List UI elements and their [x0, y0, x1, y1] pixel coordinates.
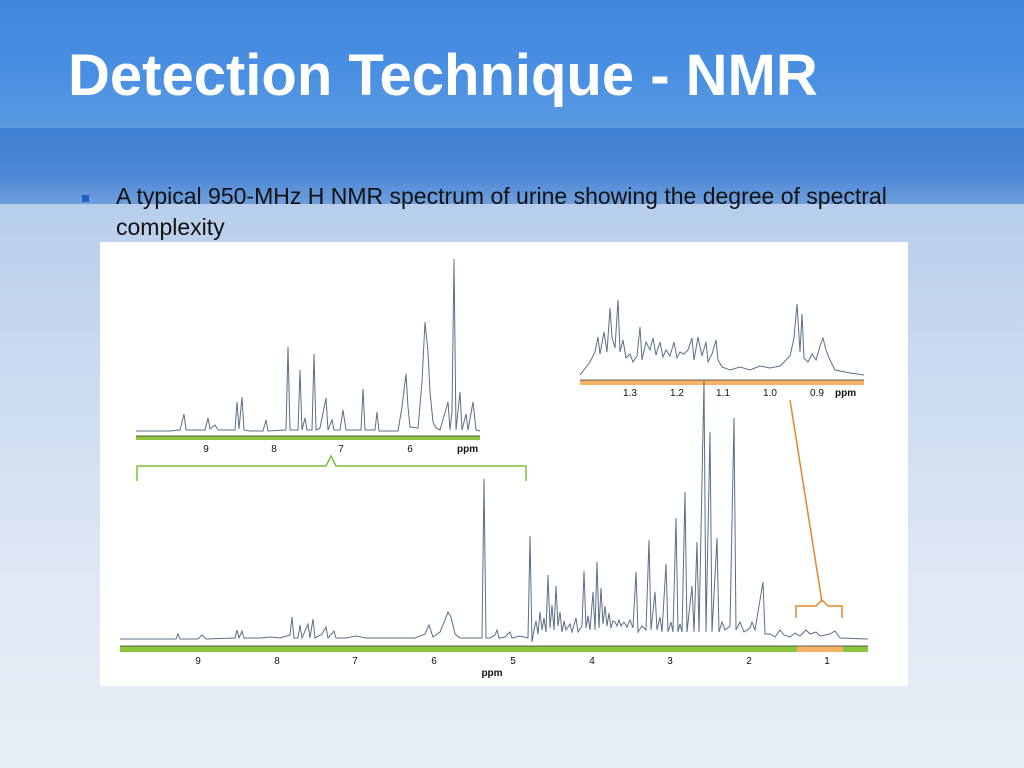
main-axis-label: ppm: [481, 668, 502, 679]
main-tick-6: 6: [431, 656, 437, 667]
main-spectrum: 9 8 7 6 5 4 3 2 1 ppm: [120, 380, 869, 679]
left-inset-tick-6: 6: [407, 444, 413, 455]
right-inset-tick-0-9: 0.9: [810, 388, 824, 399]
right-inset-tick-1-3: 1.3: [623, 388, 637, 399]
left-inset-tick-9: 9: [203, 444, 209, 455]
left-inset-tick-8: 8: [271, 444, 277, 455]
left-inset-tick-7: 7: [338, 444, 344, 455]
left-inset-spectrum: 9 8 7 6 ppm: [136, 258, 481, 455]
main-tick-5: 5: [510, 656, 516, 667]
green-bracket: [136, 454, 527, 481]
main-tick-8: 8: [274, 656, 280, 667]
orange-connector: [789, 399, 823, 603]
right-inset-tick-1-1: 1.1: [716, 388, 730, 399]
main-tick-3: 3: [667, 656, 673, 667]
right-inset-spectrum: 1.3 1.2 1.1 1.0 0.9 ppm: [579, 299, 865, 399]
title-band-lower: [0, 128, 1024, 204]
main-tick-2: 2: [746, 656, 752, 667]
main-axis-bar: [120, 646, 868, 652]
right-inset-axis-label: ppm: [835, 388, 856, 399]
right-inset-tick-1-0: 1.0: [763, 388, 777, 399]
slide-title: Detection Technique - NMR: [68, 43, 818, 108]
nmr-spectrum-figure: 9 8 7 6 ppm 1.3 1.2 1.1 1.0 0.9 ppm: [100, 242, 908, 686]
right-inset-axis-bar: [580, 380, 864, 385]
main-axis-highlight: [797, 646, 843, 652]
bullet-icon: [82, 195, 89, 202]
main-tick-9: 9: [195, 656, 201, 667]
right-inset-tick-1-2: 1.2: [670, 388, 684, 399]
bullet-text: A typical 950-MHz H NMR spectrum of urin…: [116, 183, 887, 240]
orange-bracket: [795, 598, 843, 618]
left-inset-axis-bar: [136, 436, 480, 440]
title-band: [0, 0, 1024, 128]
nmr-spectrum-svg: 9 8 7 6 ppm 1.3 1.2 1.1 1.0 0.9 ppm: [120, 258, 869, 679]
main-tick-1: 1: [824, 656, 830, 667]
left-inset-axis-label: ppm: [457, 444, 478, 455]
main-tick-4: 4: [589, 656, 595, 667]
main-tick-7: 7: [352, 656, 358, 667]
